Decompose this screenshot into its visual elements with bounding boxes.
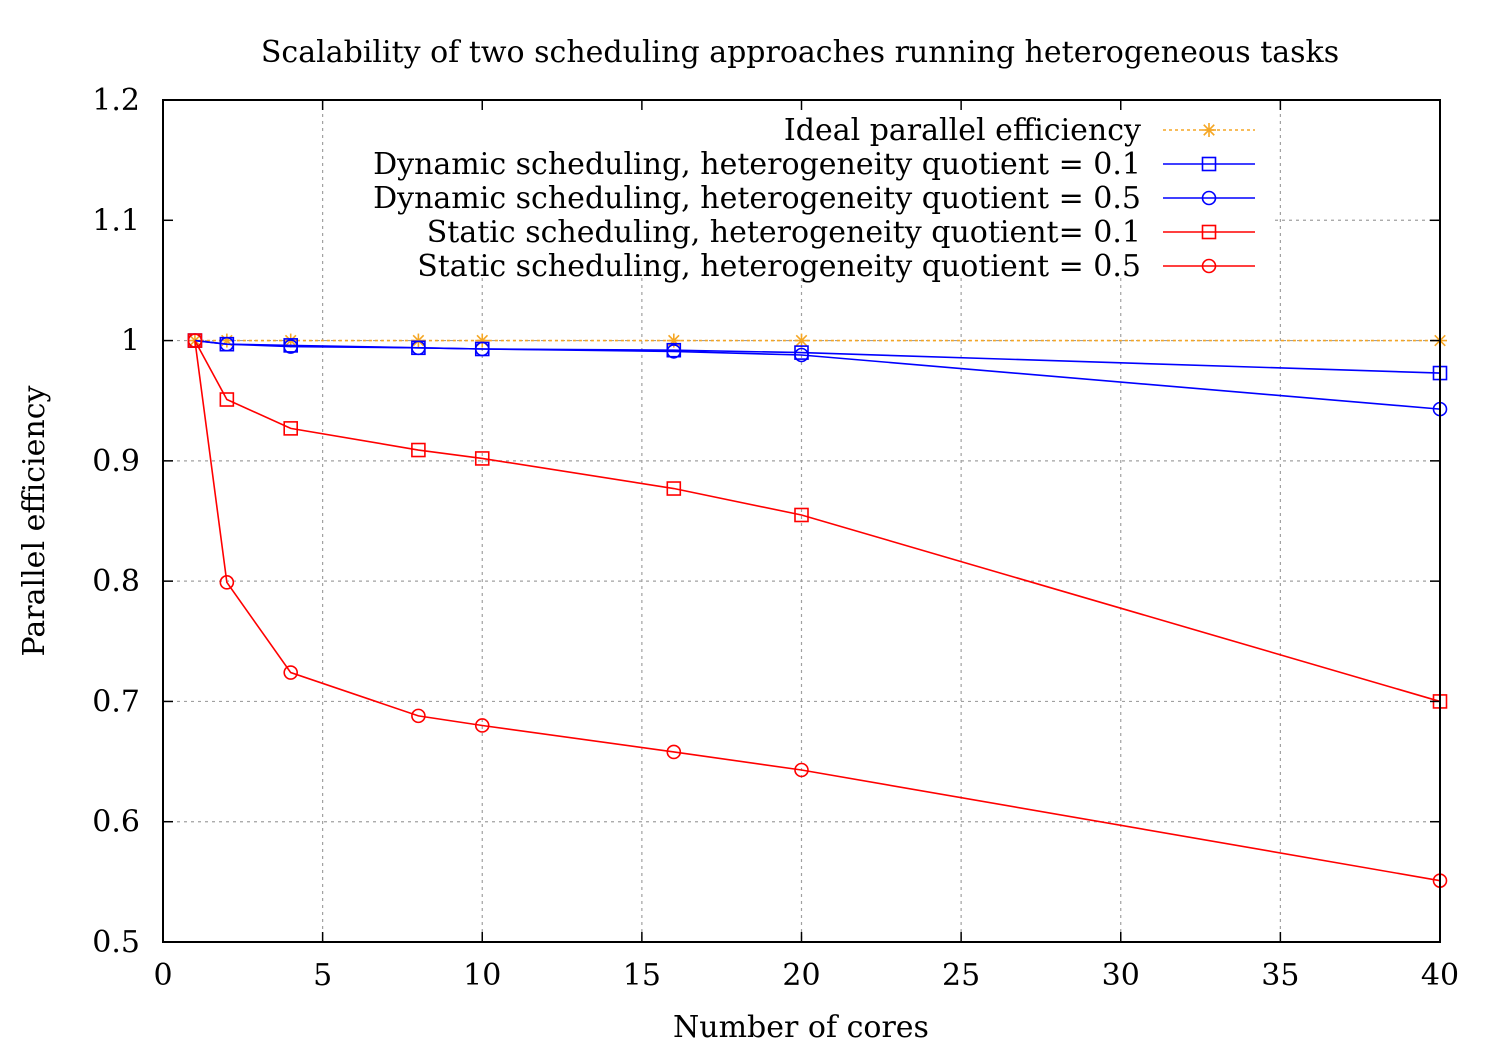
legend-marker [1201,190,1217,206]
data-point [219,392,235,407]
x-tick-label: 25 [942,958,980,993]
data-point [794,762,809,778]
x-tick-label: 20 [782,958,820,993]
series-line [194,340,1441,703]
legend-item: Static scheduling, heterogeneity quotien… [427,215,1255,250]
data-point [411,708,426,724]
legend-label: Dynamic scheduling, heterogeneity quotie… [373,147,1141,182]
y-tick-label: 0.9 [92,444,140,479]
series-line [194,339,1441,410]
x-tick-label: 40 [1421,958,1459,993]
legend-item: Dynamic scheduling, heterogeneity quotie… [373,147,1255,182]
data-point [474,341,490,357]
y-tick-label: 0.8 [92,564,140,599]
legend-item: Dynamic scheduling, heterogeneity quotie… [373,181,1255,216]
legend-item: Static scheduling, heterogeneity quotien… [417,249,1255,284]
data-point [666,744,682,760]
data-point [474,451,490,466]
series-0 [187,333,1447,348]
series-4 [187,333,1448,888]
data-point [283,421,299,436]
data-point [283,665,299,680]
legend-marker [1201,224,1217,240]
legend-label: Ideal parallel efficiency [784,113,1141,148]
data-point [666,344,682,359]
legend-marker [1202,123,1216,137]
legend-label: Static scheduling, heterogeneity quotien… [427,215,1141,250]
series-line [194,340,1441,882]
y-tick-label: 1 [121,324,140,359]
ticks: 0 5 10 15 20 25 30 35 40 0.5 0.6 0.7 0.8 0.9 1 1.1 1.2 [92,83,1459,993]
legend-item: Ideal parallel efficiency [784,113,1255,148]
data-point [474,718,490,733]
x-tick-label: 0 [153,958,172,993]
y-tick-label: 1.1 [92,203,140,238]
data-point [411,340,426,356]
series-layer [187,333,1448,888]
legend-label: Dynamic scheduling, heterogeneity quotie… [373,181,1141,216]
chart-title: Scalability of two scheduling approaches… [261,35,1339,70]
x-axis-label: Number of cores [673,1010,929,1045]
x-tick-label: 5 [313,958,332,993]
series-3 [187,333,1448,709]
y-tick-label: 0.5 [92,925,140,960]
data-point [187,333,203,348]
data-point [219,575,235,590]
y-tick-label: 1.2 [92,83,140,118]
x-tick-label: 30 [1102,958,1140,993]
legend-label: Static scheduling, heterogeneity quotien… [417,249,1141,284]
y-axis-label: Parallel efficiency [17,386,52,657]
y-tick-label: 0.6 [92,805,140,840]
legend-marker [1201,156,1217,172]
legend-marker [1201,258,1217,274]
x-tick-label: 15 [623,958,661,993]
data-point [283,339,299,354]
data-point [794,347,809,363]
data-point [794,333,809,348]
data-point [411,442,426,458]
data-point [666,481,682,496]
x-tick-label: 10 [463,958,501,993]
x-tick-label: 35 [1261,958,1299,993]
y-tick-label: 0.7 [92,684,140,719]
data-point [794,507,809,523]
data-point [219,336,235,352]
